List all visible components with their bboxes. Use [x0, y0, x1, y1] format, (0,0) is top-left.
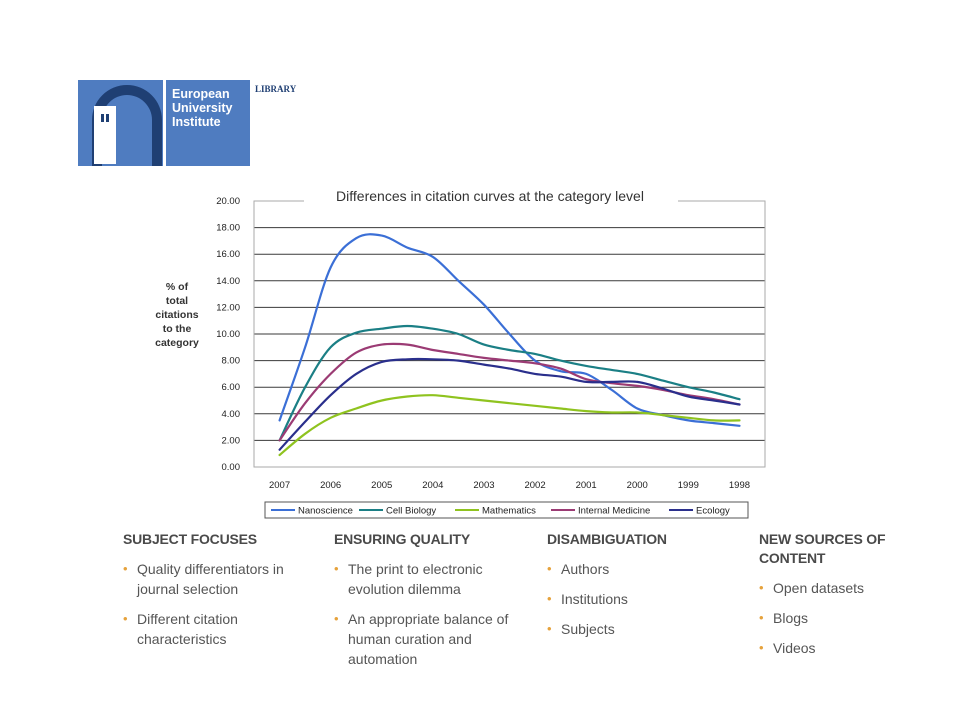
- x-tick-label: 2007: [269, 480, 290, 491]
- list-item: Blogs: [759, 608, 949, 628]
- y-tick-label: 4.00: [222, 409, 241, 420]
- x-tick-label: 1998: [729, 480, 750, 491]
- column-new-sources: NEW SOURCES OF CONTENT Open datasets Blo…: [759, 530, 949, 668]
- list-item: Institutions: [547, 589, 737, 609]
- column-disambiguation: DISAMBIGUATION Authors Institutions Subj…: [547, 530, 737, 649]
- y-tick-label: 0.00: [222, 462, 241, 473]
- list-item: Authors: [547, 559, 737, 579]
- x-tick-label: 1999: [678, 480, 699, 491]
- x-tick-label: 2004: [422, 480, 443, 491]
- y-axis-label: to the: [163, 323, 192, 335]
- logo-line2: University: [172, 101, 232, 115]
- y-tick-label: 16.00: [216, 249, 240, 260]
- series-line-internal-medicine: [278, 342, 741, 442]
- logo-right-panel: [166, 80, 250, 166]
- logo-line1: European: [172, 87, 230, 101]
- y-tick-label: 10.00: [216, 329, 240, 340]
- x-tick-label: 2006: [320, 480, 341, 491]
- column-ensuring-quality: ENSURING QUALITY The print to electronic…: [334, 530, 524, 679]
- column-heading: DISAMBIGUATION: [547, 531, 667, 547]
- y-tick-label: 20.00: [216, 196, 240, 207]
- logo-line3: Institute: [172, 115, 221, 129]
- list-item: The print to electronic evolution dilemm…: [334, 559, 524, 599]
- x-tick-label: 2002: [524, 480, 545, 491]
- y-axis-label: category: [155, 337, 199, 349]
- list-item: Subjects: [547, 619, 737, 639]
- column-heading: SUBJECT FOCUSES: [123, 531, 257, 547]
- legend-label: Nanoscience: [298, 506, 353, 517]
- y-tick-label: 8.00: [222, 356, 241, 367]
- y-tick-label: 14.00: [216, 276, 240, 287]
- legend-label: Internal Medicine: [578, 506, 650, 517]
- series-line-nanoscience: [278, 233, 741, 427]
- eui-library-logo: European University Institute LIBRARY: [78, 80, 297, 166]
- column-heading: NEW SOURCES OF CONTENT: [759, 531, 886, 566]
- y-axis-label: citations: [155, 309, 198, 321]
- y-tick-label: 12.00: [216, 302, 240, 313]
- column-subject-focuses: SUBJECT FOCUSES Quality differentiators …: [123, 530, 323, 659]
- legend-box: [264, 501, 749, 519]
- legend-label: Ecology: [696, 506, 730, 517]
- x-tick-label: 2000: [627, 480, 648, 491]
- x-tick-label: 2005: [371, 480, 392, 491]
- list-item: Quality differentiators in journal selec…: [123, 559, 323, 599]
- chart-title: Differences in citation curves at the ca…: [336, 188, 644, 204]
- legend-label: Mathematics: [482, 506, 536, 517]
- y-tick-label: 6.00: [222, 382, 241, 393]
- logo-library: LIBRARY: [255, 84, 297, 94]
- list-item: Different citation characteristics: [123, 609, 323, 649]
- list-item: Videos: [759, 638, 949, 658]
- x-tick-label: 2001: [576, 480, 597, 491]
- list-item: Open datasets: [759, 578, 949, 598]
- logo-tower-icon: [94, 106, 116, 164]
- y-tick-label: 2.00: [222, 435, 241, 446]
- legend-label: Cell Biology: [386, 506, 436, 517]
- y-axis-label: % of: [166, 281, 189, 293]
- y-axis-label: total: [166, 295, 188, 307]
- x-tick-label: 2003: [473, 480, 494, 491]
- column-heading: ENSURING QUALITY: [334, 531, 471, 547]
- list-item: An appropriate balance of human curation…: [334, 609, 524, 669]
- series-line-mathematics: [278, 394, 741, 457]
- y-tick-label: 18.00: [216, 223, 240, 234]
- title-background: [304, 183, 678, 209]
- series-line-cell-biology: [278, 324, 741, 442]
- series-line-ecology: [278, 357, 741, 451]
